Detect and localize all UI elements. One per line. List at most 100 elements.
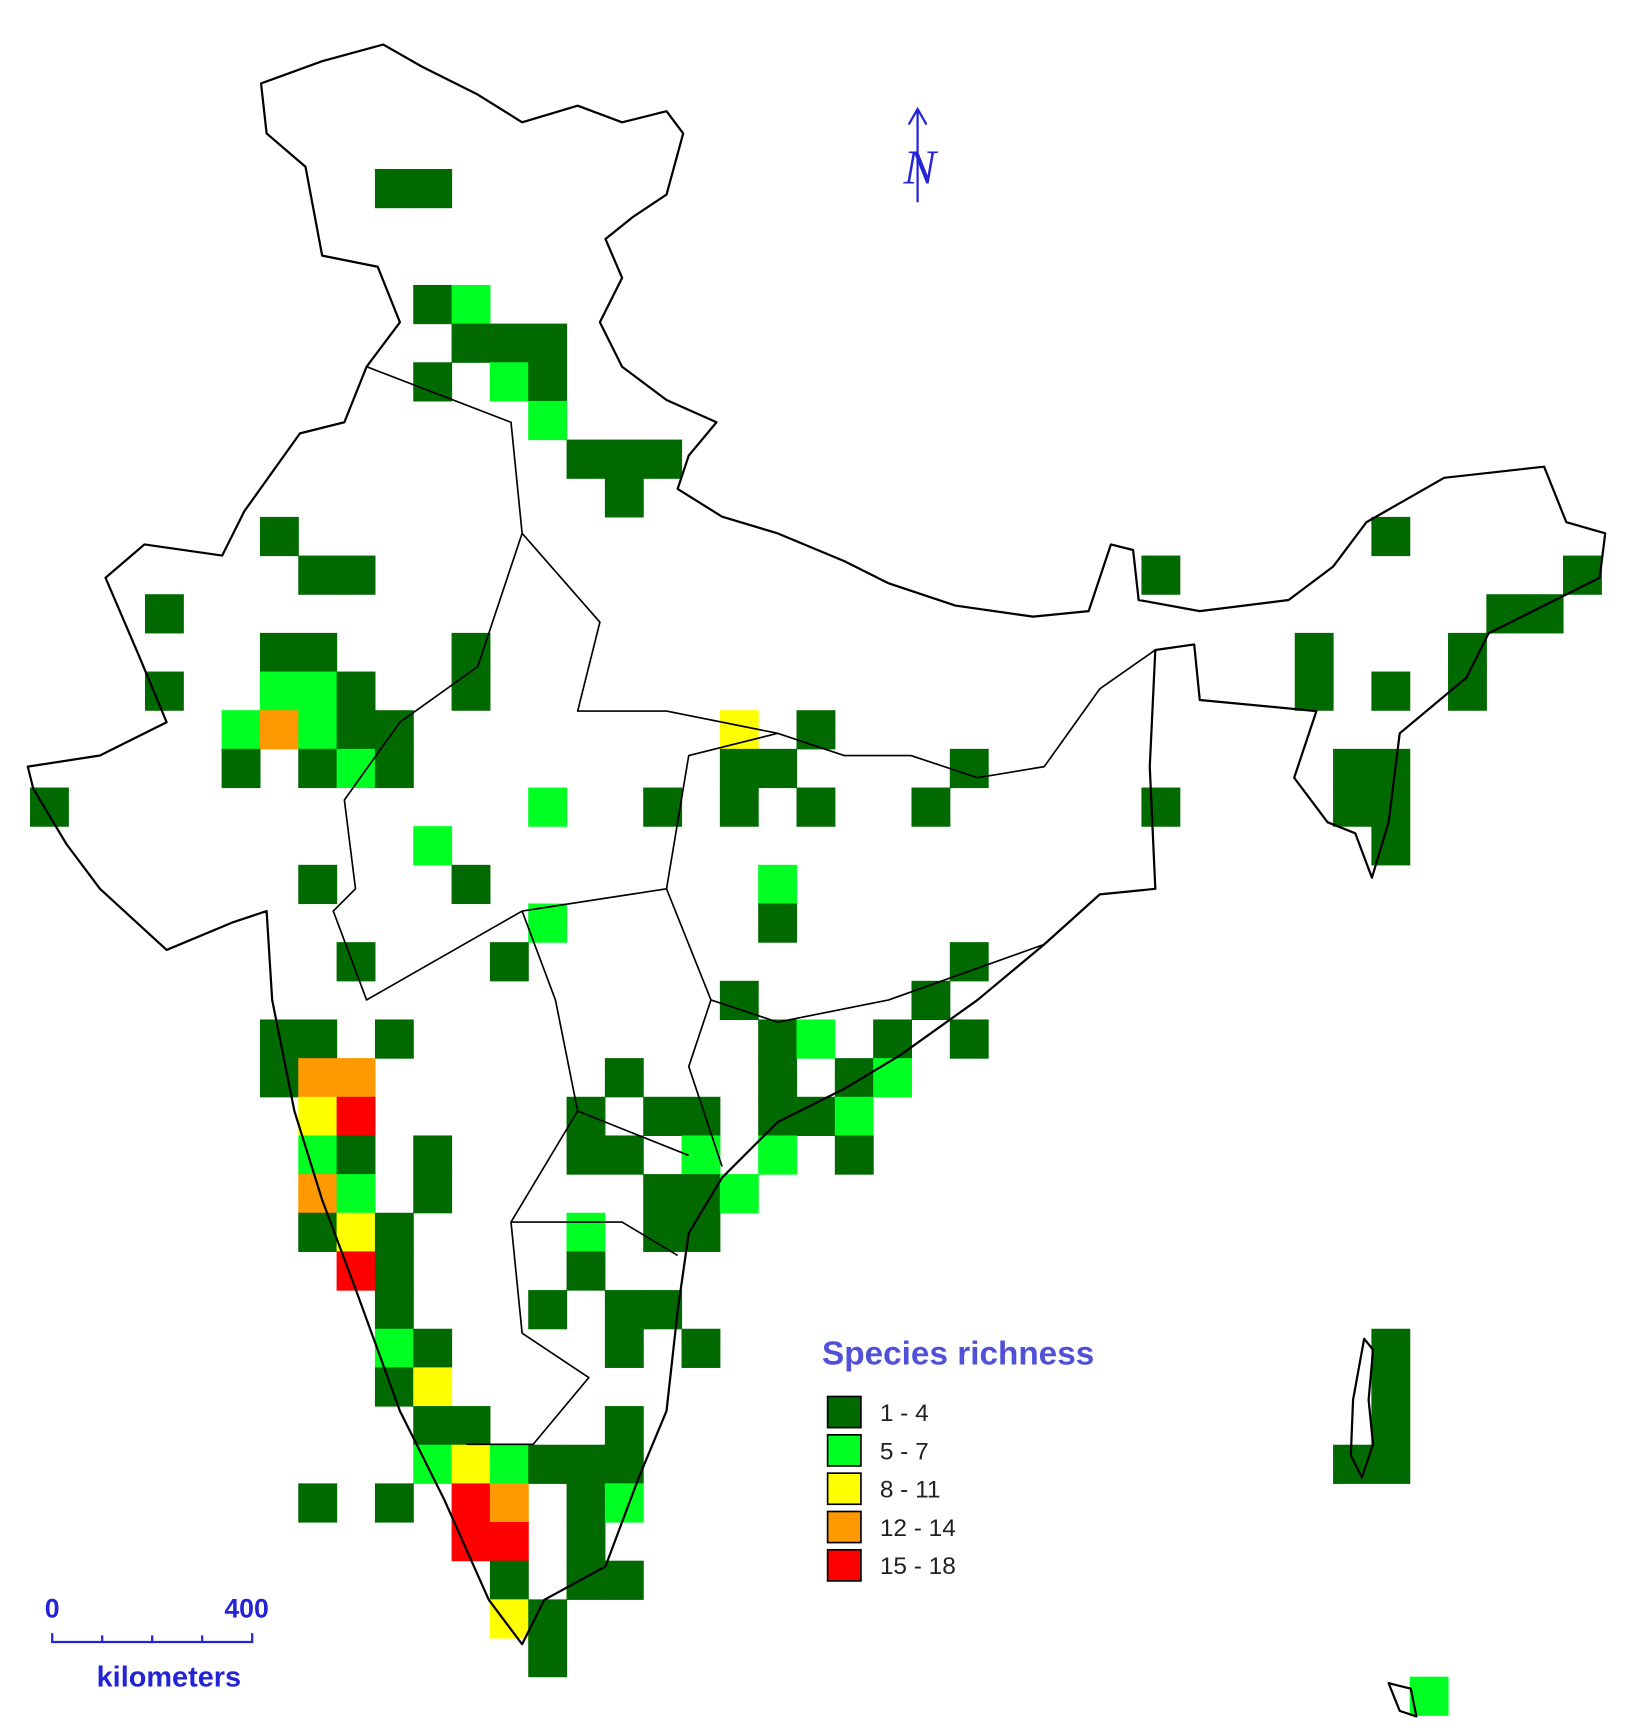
grid-cell [451,632,491,673]
north-arrow-head [907,106,928,126]
grid-cell [1486,594,1526,634]
scale-bar: 0 400 kilometers [45,1594,269,1694]
grid-cell [298,1058,338,1098]
grid-cell [413,1135,453,1175]
grid-cell [1563,555,1602,595]
scale-start: 0 [45,1594,60,1624]
grid-cell [259,516,299,557]
grid-cell [719,787,759,827]
grid-cell [604,439,644,479]
grid-cell [1371,1367,1411,1407]
grid-cell [1371,516,1411,557]
grid-cell [1371,1444,1411,1484]
grid-cell [413,1367,453,1407]
grid-cell [298,864,338,905]
grid-cell [1141,787,1181,827]
grid-cell [528,787,568,827]
grid-cell [719,748,759,789]
legend-swatch [826,1510,862,1544]
grid-cell [528,1444,568,1484]
grid-cell [1448,632,1487,673]
grid-cell [566,439,606,479]
grid-cell [949,748,989,789]
grid-cells [29,168,1602,1716]
grid-cell [528,1290,568,1330]
grid-cell [566,1483,606,1523]
grid-cell [643,439,683,479]
grid-cell [1333,787,1372,827]
grid-cell [298,1174,338,1214]
grid-cell [489,1483,529,1523]
grid-cell [451,1406,491,1446]
grid-cell [528,903,568,943]
grid-cell [489,362,529,402]
north-label: N [903,139,939,194]
grid-cell [374,168,414,209]
grid-cell [643,1212,683,1252]
legend-swatch [826,1548,862,1582]
grid-cell [336,942,376,982]
grid-cell [259,671,299,711]
grid-cell [566,1560,606,1600]
grid-cell [949,942,989,982]
grid-cell [566,1251,606,1291]
grid-cell [374,1251,414,1291]
grid-cell [298,1019,338,1059]
grid-cell [298,1483,338,1523]
grid-cell [643,1096,683,1137]
grid-cell [834,1135,874,1175]
grid-cell [604,1406,644,1446]
grid-cell [336,1174,376,1214]
legend-label: 15 - 18 [880,1553,956,1580]
grid-cell [336,1212,376,1252]
grid-cell [681,1328,721,1368]
grid-cell [604,1444,644,1484]
grid-cell [604,1290,644,1330]
grid-cell [1371,1406,1411,1446]
grid-cell [374,1290,414,1330]
scale-line [51,1633,254,1644]
grid-cell [643,787,683,827]
grid-cell [298,632,338,673]
grid-cell [489,1560,529,1600]
island-outline [1349,1337,1418,1718]
grid-cell [1524,594,1564,634]
grid-cell [374,1019,414,1059]
grid-cell [451,284,491,325]
legend-label: 8 - 11 [880,1477,941,1504]
legend-label: 1 - 4 [880,1400,929,1427]
state-boundaries [332,365,1156,1446]
grid-cell [221,710,261,750]
grid-cell [604,1328,644,1368]
grid-cell [336,555,376,595]
grid-cell [911,980,951,1021]
grid-cell [1371,671,1411,711]
grid-cell [873,1058,913,1098]
grid-cell [1141,555,1181,595]
grid-cell [374,1328,414,1368]
grid-cell [1371,748,1411,789]
grid-cell [566,1212,606,1252]
grid-cell [643,1174,683,1214]
grid-cell [566,1135,606,1175]
grid-cell [413,826,453,866]
grid-cell [1294,632,1334,673]
grid-cell [758,748,798,789]
grid-cell [528,400,568,441]
grid-cell [451,1483,491,1523]
grid-cell [566,1522,606,1562]
legend-label: 12 - 14 [880,1515,956,1542]
scale-end: 400 [224,1594,268,1624]
grid-cell [911,787,951,827]
grid-cell [336,671,376,711]
grid-cell [489,1599,529,1639]
grid-cell [298,748,338,789]
grid-cell [336,710,376,750]
grid-cell [298,671,338,711]
grid-cell [298,555,338,595]
grid-cell [298,710,338,750]
grid-cell [413,284,453,325]
grid-cell [758,864,798,905]
grid-cell [336,1096,376,1137]
